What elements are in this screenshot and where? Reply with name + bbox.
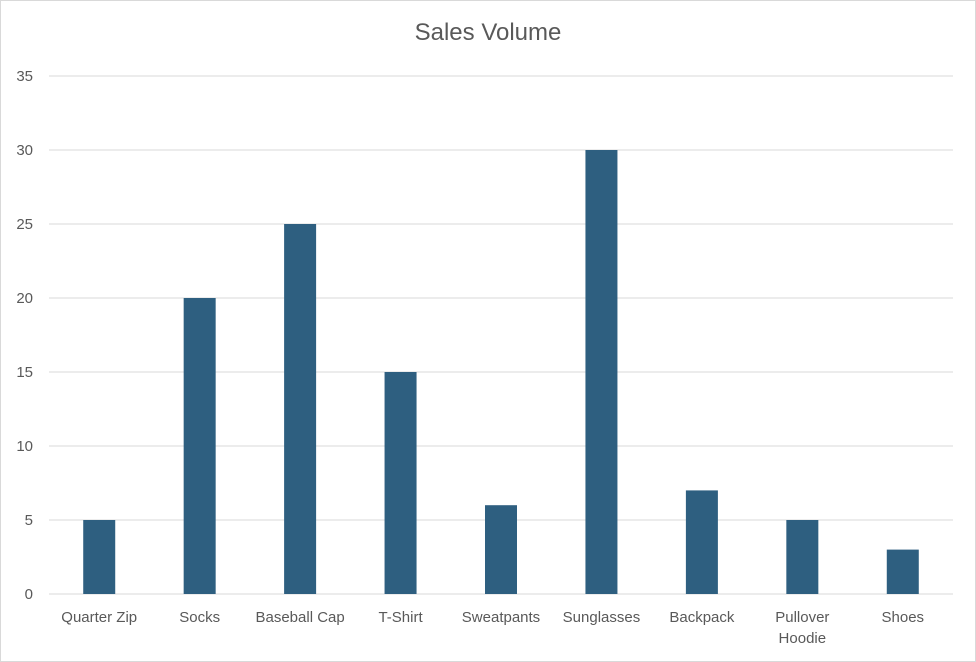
bar — [685, 490, 718, 594]
x-tick-label: Baseball Cap — [255, 609, 344, 626]
x-tick-label: Quarter Zip — [61, 609, 137, 626]
bar — [183, 298, 216, 594]
y-tick-label: 25 — [16, 216, 33, 233]
bar — [485, 505, 517, 594]
y-tick-label: 20 — [16, 290, 33, 307]
y-tick-label: 0 — [25, 586, 33, 603]
bar — [585, 150, 618, 594]
bar — [786, 520, 819, 594]
bar — [83, 520, 116, 594]
x-tick-label: Backpack — [669, 609, 735, 626]
bar — [886, 549, 919, 594]
x-tick-label: Shoes — [882, 609, 925, 626]
bar — [384, 372, 417, 594]
y-tick-label: 10 — [16, 438, 33, 455]
x-tick-label: Pullover Hoodie — [775, 609, 829, 647]
x-tick-label: Sweatpants — [462, 609, 540, 626]
x-tick-label: Socks — [179, 609, 220, 626]
y-tick-label: 15 — [16, 364, 33, 381]
y-tick-label: 30 — [16, 142, 33, 159]
bar — [284, 224, 317, 594]
y-tick-label: 5 — [25, 512, 33, 529]
chart-title: Sales Volume — [414, 19, 562, 46]
x-tick-label: T-Shirt — [378, 609, 423, 626]
x-tick-label: Sunglasses — [563, 609, 641, 626]
y-tick-label: 35 — [16, 68, 33, 85]
